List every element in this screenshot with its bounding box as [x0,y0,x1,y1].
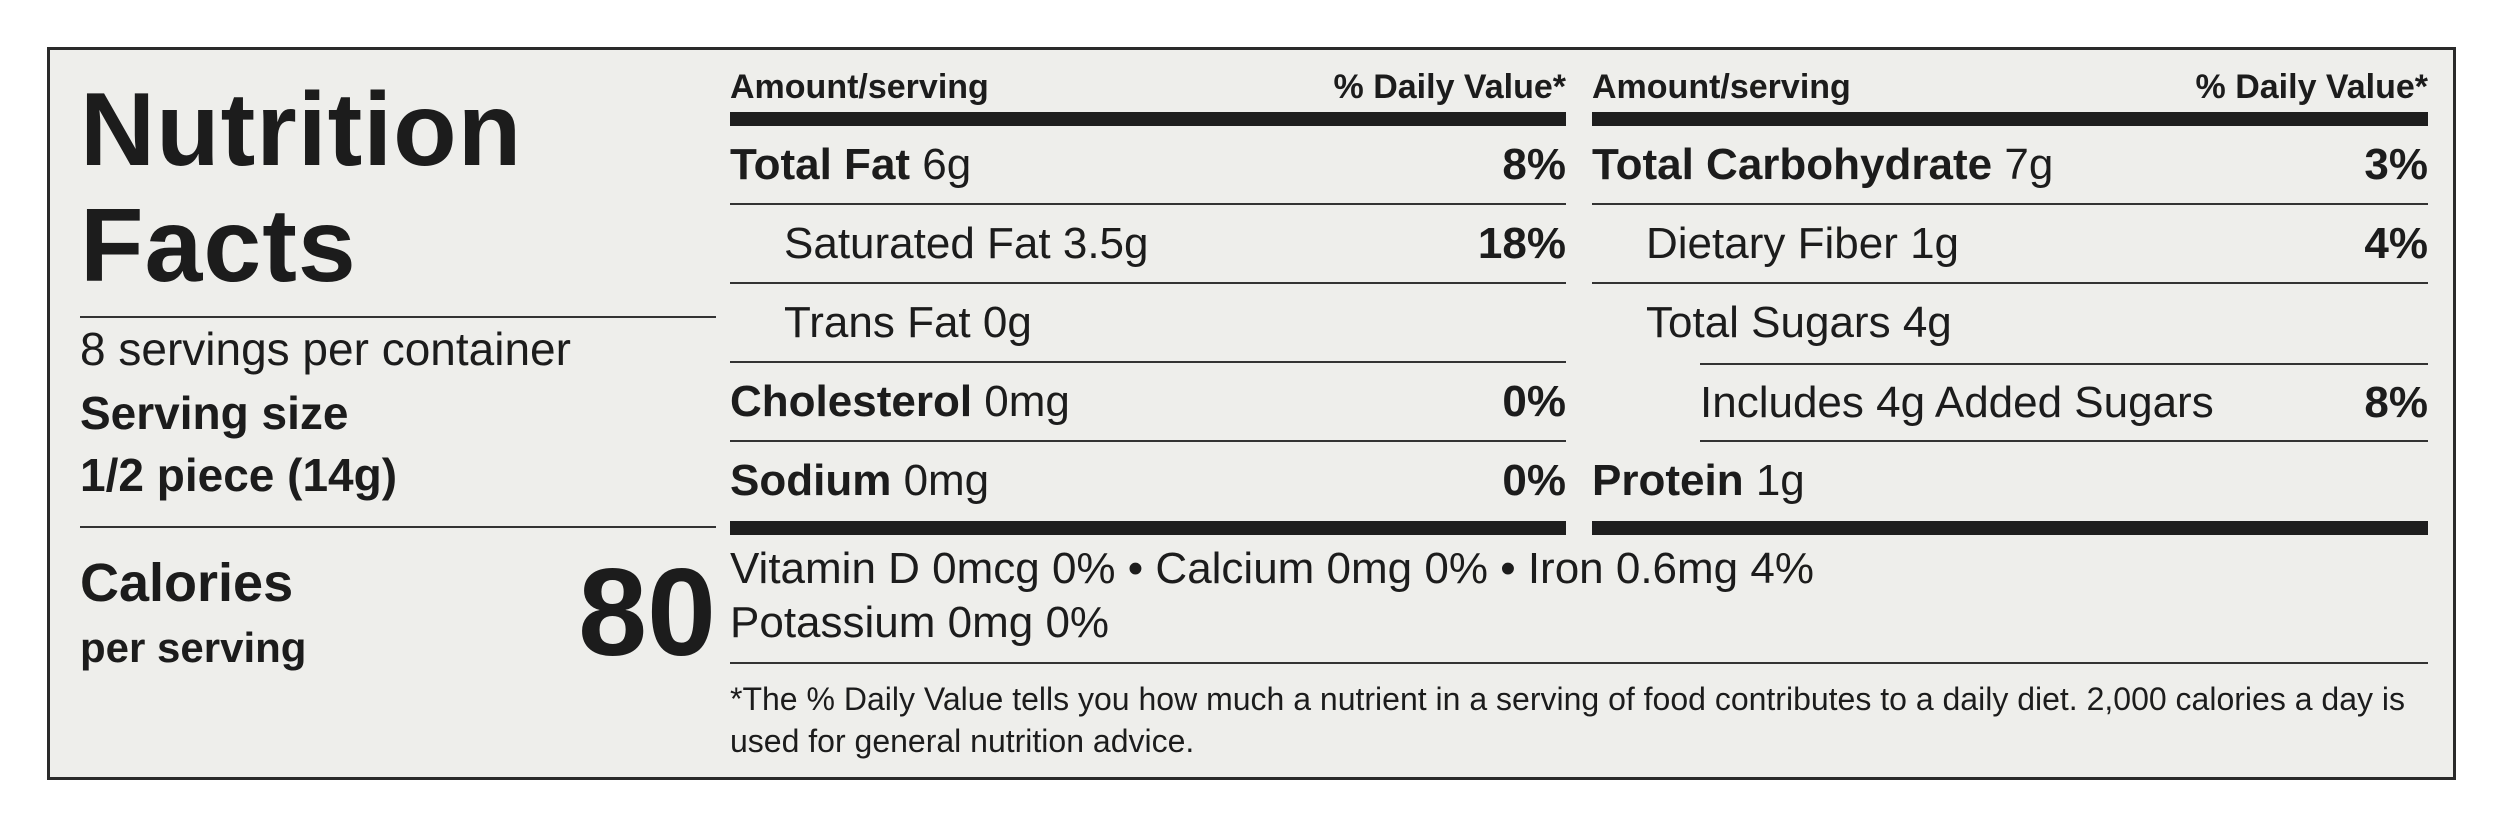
thick-rule-top [1592,112,2428,126]
vitamins-line-2: Potassium 0mg 0% [730,598,1110,647]
nutrient-row-saturated-fat: Saturated Fat 3.5g 18% [730,205,1566,284]
nutrient-name: Total Fat [730,140,911,189]
nutrient-row-total-carbohydrate: Total Carbohydrate 7g 3% [1592,126,2428,205]
nutrient-dv: 3% [2364,140,2428,189]
nutrient-row-added-sugars: Includes 4g Added Sugars 8% [1700,363,2428,442]
nutrient-amount: 1g [1910,219,1960,268]
nutrient-name: Cholesterol [730,377,973,426]
thick-rule-top [730,112,1566,126]
nutrient-dv: 8% [2364,378,2428,427]
label-title: Nutrition Facts [80,72,522,304]
nutrient-dv: 0% [1502,377,1566,426]
nutrient-amount: 0mg [903,456,990,505]
serving-divider [80,526,716,528]
amount-header: Amount/serving [1592,68,1851,106]
nutrient-name: Total Sugars [1646,298,1891,347]
calories-value: 80 [578,544,716,682]
title-line-2: Facts [80,188,357,304]
nutrient-name: Dietary Fiber [1646,219,1898,268]
daily-value-footnote: *The % Daily Value tells you how much a … [730,681,2405,759]
nutrient-amount: 7g [2004,140,2054,189]
thick-rule-bottom [1592,521,2428,535]
nutrient-dv: 4% [2364,219,2428,268]
nutrient-name: Includes 4g Added Sugars [1700,378,2214,427]
daily-value-header: % Daily Value* [2195,68,2428,106]
title-divider [80,316,716,318]
nutrient-dv: 18% [1477,219,1566,268]
calories-sublabel: per serving [80,624,307,671]
serving-size-value: 1/2 piece (14g) [80,449,398,501]
footnote-divider [730,662,2428,664]
amount-header: Amount/serving [730,68,989,106]
nutrient-amount: 4g [1902,298,1952,347]
nutrition-facts-label: Nutrition Facts 8 servings per container… [47,47,2456,780]
nutrient-dv: 8% [1502,140,1566,189]
servings-per-container: 8 servings per container [80,323,571,375]
nutrient-name: Saturated Fat [784,219,1051,268]
nutrient-amount: 1g [1755,456,1805,505]
nutrient-dv: 0% [1502,456,1566,505]
serving-size-label: Serving size [80,387,349,439]
calories-label: Calories [80,553,294,613]
label-summary-panel: Nutrition Facts 8 servings per container… [80,50,716,777]
daily-value-header: % Daily Value* [1333,68,1566,106]
nutrient-row-total-fat: Total Fat 6g 8% [730,126,1566,205]
nutrient-name: Total Carbohydrate [1592,140,1993,189]
nutrient-amount: 0mg [984,377,1070,426]
nutrient-name: Protein [1592,456,1744,505]
column-header-left: Amount/serving % Daily Value* [730,68,1566,108]
nutrient-name: Sodium [730,456,892,505]
nutrient-row-sodium: Sodium 0mg 0% [730,442,1566,519]
nutrient-amount: 3.5g [1062,219,1149,268]
vitamins-line-1: Vitamin D 0mcg 0% • Calcium 0mg 0% • Iro… [730,544,1814,593]
nutrient-amount: 0g [982,298,1032,347]
nutrient-amount: 6g [922,140,972,189]
column-header-right: Amount/serving % Daily Value* [1592,68,2428,108]
nutrient-row-protein: Protein 1g [1592,442,2428,519]
nutrient-row-trans-fat: Trans Fat 0g [730,284,1566,363]
nutrient-row-dietary-fiber: Dietary Fiber 1g 4% [1592,205,2428,284]
nutrient-row-cholesterol: Cholesterol 0mg 0% [730,363,1566,442]
nutrient-name: Trans Fat [784,298,971,347]
title-line-1: Nutrition [80,72,523,188]
nutrient-row-total-sugars: Total Sugars 4g [1592,284,2428,361]
thick-rule-bottom [730,521,1566,535]
